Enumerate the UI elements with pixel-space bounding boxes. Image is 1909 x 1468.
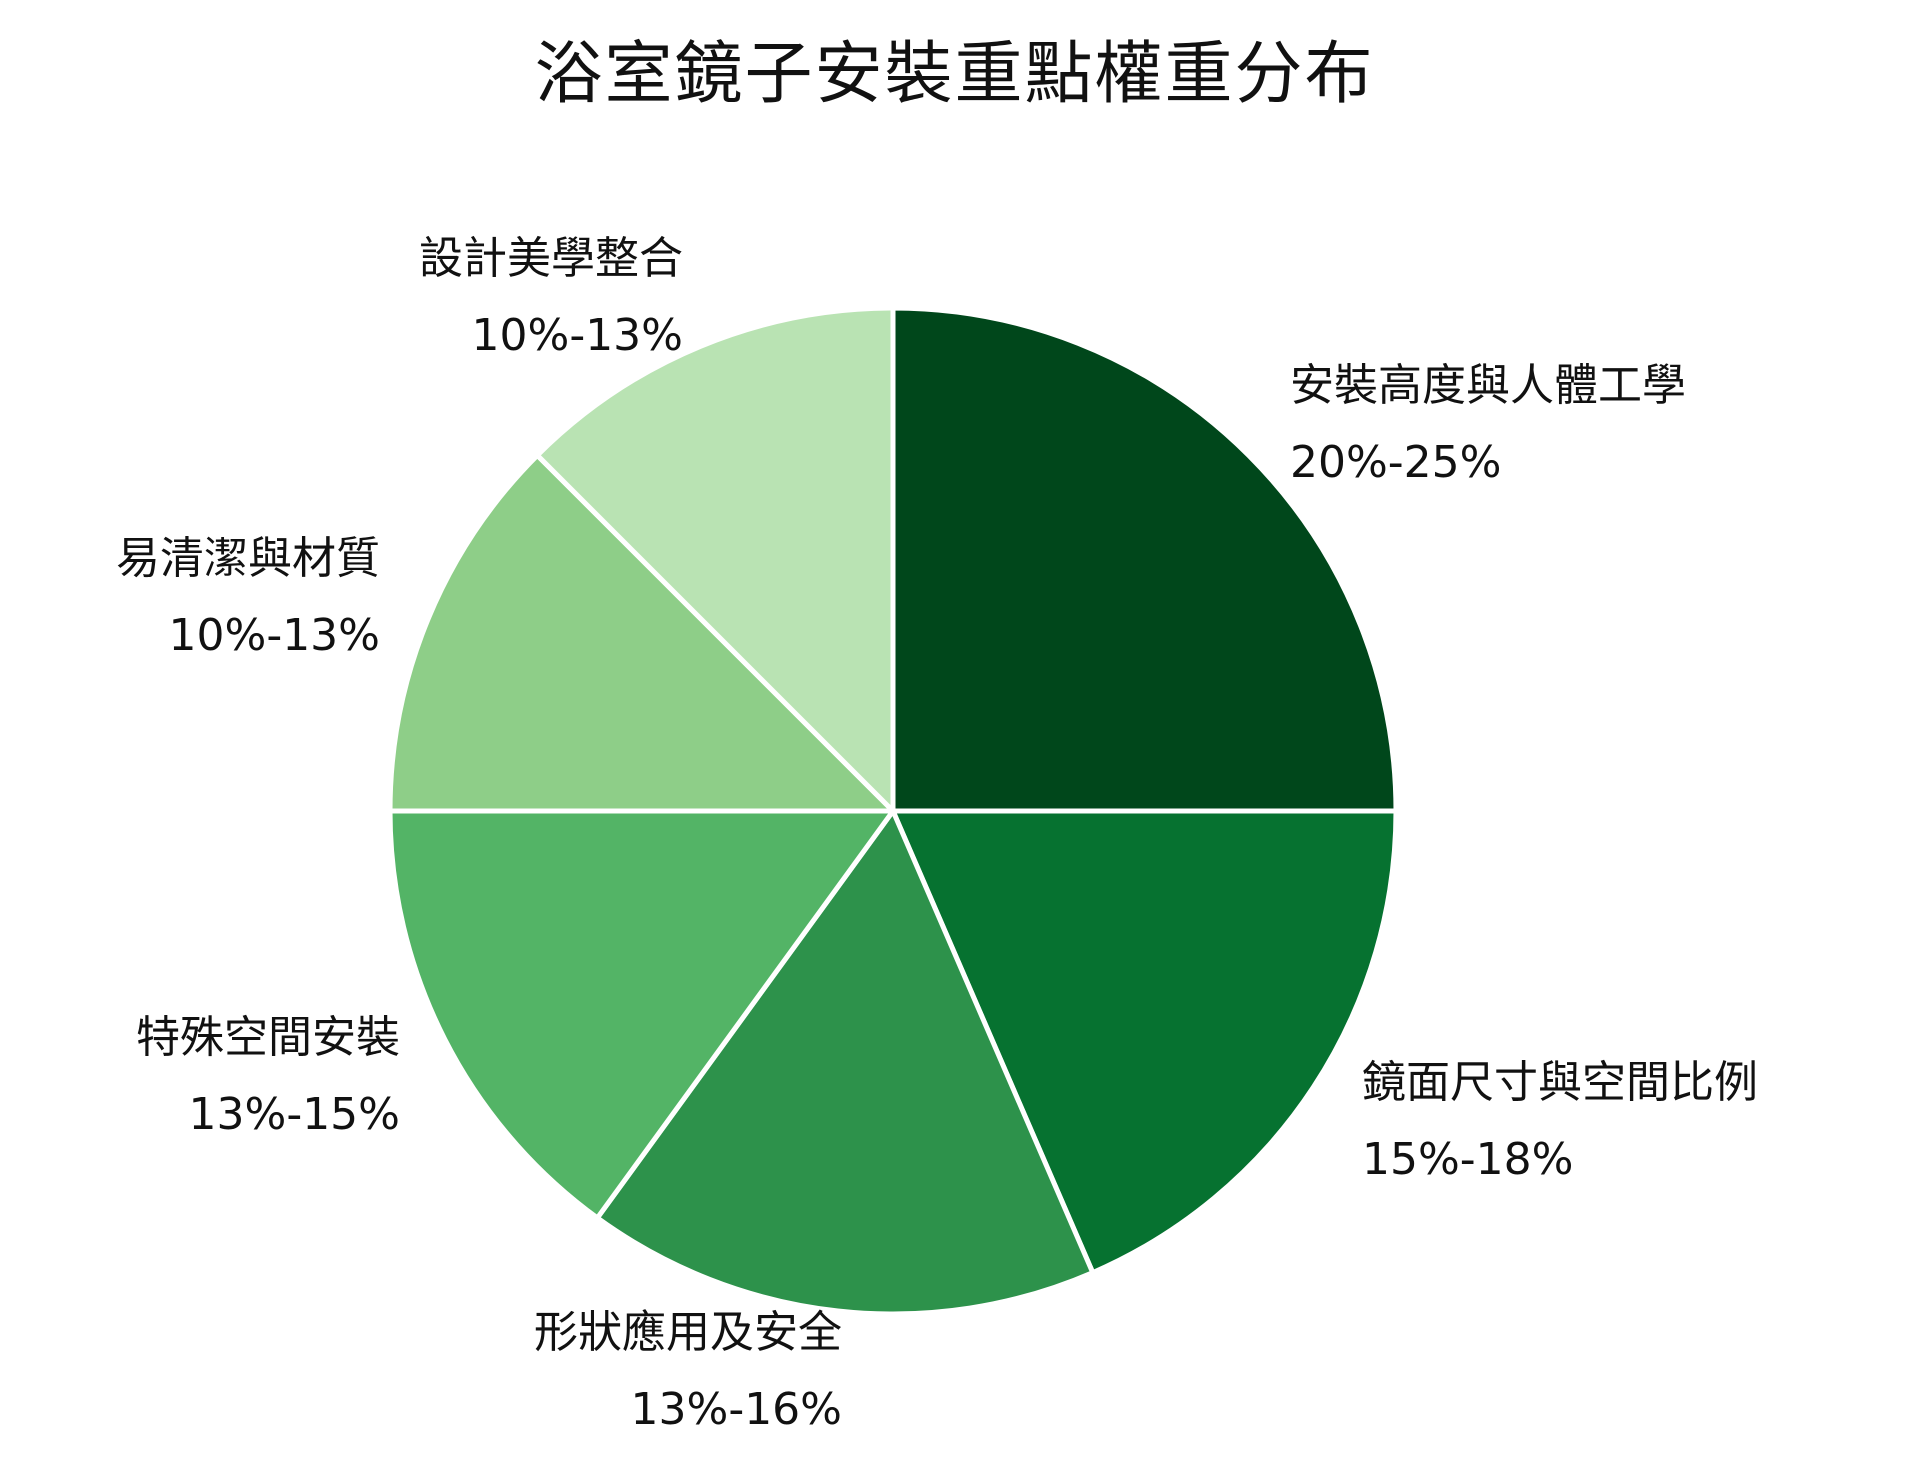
slice-label-3: 形狀應用及安全 xyxy=(534,1307,842,1358)
pie-slice-6 xyxy=(534,305,896,814)
slice-label-1: 安裝高度與人體工學 xyxy=(1290,360,1686,411)
pie-slice-1 xyxy=(890,305,1399,814)
slice-range-1: 20%-25% xyxy=(1290,437,1501,488)
slice-label-2: 鏡面尺寸與空間比例 xyxy=(1362,1057,1758,1108)
pie-slice-5 xyxy=(387,452,896,814)
slice-label-5: 易清潔與材質 xyxy=(116,533,380,584)
slice-label-4: 特殊空間安裝 xyxy=(136,1012,400,1063)
pie-slice-4 xyxy=(387,808,896,1221)
slice-range-4: 13%-15% xyxy=(189,1089,400,1140)
slice-range-6: 10%-13% xyxy=(472,310,683,361)
labels-layer: 安裝高度與人體工學 20%-25% 鏡面尺寸與空間比例 15%-18% 形狀應用及安全 1… xyxy=(116,233,1758,1435)
slice-range-2: 15%-18% xyxy=(1362,1134,1573,1185)
slice-label-6: 設計美學整合 xyxy=(419,233,683,284)
slice-range-5: 10%-13% xyxy=(169,610,380,661)
slice-range-3: 13%-16% xyxy=(631,1384,842,1435)
pie-slice-3 xyxy=(594,808,1096,1317)
pie-slice-2 xyxy=(890,808,1399,1276)
chart-title: 浴室鏡子安裝重點權重分布 xyxy=(534,35,1375,114)
slices-layer xyxy=(387,305,1399,1317)
